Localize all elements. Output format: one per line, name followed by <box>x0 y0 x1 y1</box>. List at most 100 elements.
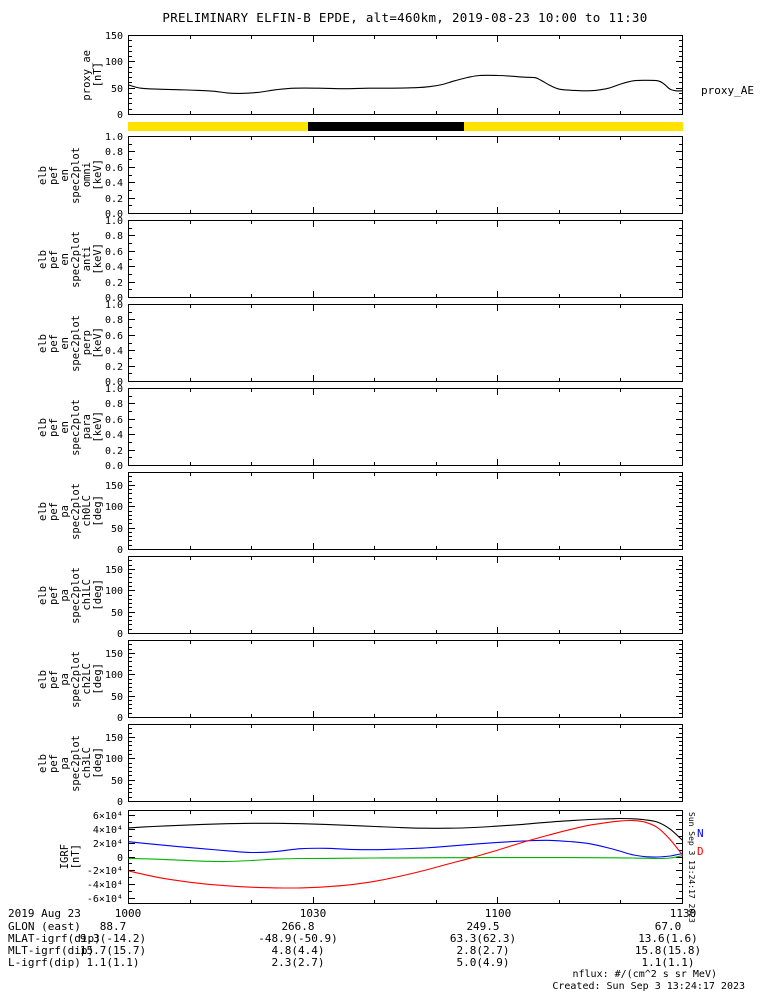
proxy-ae-right-label: proxy_AE <box>701 84 754 97</box>
mlat-label: MLAT-igrf(dip) <box>8 932 101 945</box>
axis-label-line: [keV] <box>92 159 104 191</box>
glon-value: 88.7 <box>99 920 127 933</box>
svg-text:0.4: 0.4 <box>105 262 123 273</box>
ylabel-igrf: IGRF [nT] <box>22 810 82 904</box>
panel-plot-igrf: -6×10⁴ -4×10⁴ -2×10⁴ 0 2×10⁴ 4×10⁴ 6×10⁴ <box>87 810 683 905</box>
svg-text:50: 50 <box>111 776 123 787</box>
svg-text:-4×10⁴: -4×10⁴ <box>87 880 123 891</box>
panel-plot-en-omni: 0.0 0.2 0.4 0.6 0.8 1.0 <box>105 132 683 220</box>
svg-text:50: 50 <box>111 692 123 703</box>
axis-label-line: [keV] <box>92 243 104 275</box>
axis-label-line: [deg] <box>92 747 104 779</box>
svg-text:0.4: 0.4 <box>105 178 123 189</box>
created-timestamp: Created: Sun Sep 3 13:24:17 2023 <box>552 981 745 992</box>
svg-text:-2×10⁴: -2×10⁴ <box>87 866 123 877</box>
ylabel-pa-ch2: elb pef pa spec2plot ch2LC [deg] <box>28 640 104 718</box>
mlat-value: 9.3(-14.2) <box>79 932 147 945</box>
lshell-value: 1.1(1.1) <box>641 956 695 969</box>
axis-label-line: [deg] <box>92 663 104 695</box>
svg-text:0.8: 0.8 <box>105 147 123 158</box>
axis-label-line: [deg] <box>92 579 104 611</box>
svg-text:0.8: 0.8 <box>105 231 123 242</box>
svg-text:6×10⁴: 6×10⁴ <box>93 811 123 822</box>
svg-text:0.4: 0.4 <box>105 430 123 441</box>
svg-text:0.0: 0.0 <box>105 209 123 220</box>
panel-en-perp: elb pef en spec2plot perp [keV] 0.0 0.2 0.4 0.6 0… <box>0 300 775 388</box>
svg-text:2×10⁴: 2×10⁴ <box>93 839 123 850</box>
mlt-row: MLT-igrf(dip) 15.7(15.7) 4.8(4.4) 2.8(2.… <box>0 944 775 957</box>
svg-text:1.0: 1.0 <box>105 384 123 395</box>
svg-text:0.6: 0.6 <box>105 247 123 258</box>
svg-text:0: 0 <box>117 713 123 724</box>
svg-text:100: 100 <box>105 586 123 597</box>
svg-text:150: 150 <box>105 565 123 576</box>
ylabel-en-omni: elb pef en spec2plot omni [keV] <box>28 136 104 214</box>
svg-text:150: 150 <box>105 733 123 744</box>
svg-text:0.6: 0.6 <box>105 415 123 426</box>
mlat-value: 13.6(1.6) <box>638 932 698 945</box>
svg-text:100: 100 <box>105 670 123 681</box>
date-label: 2019 Aug 23 <box>8 907 81 920</box>
xtick-label: 1100 <box>484 907 512 920</box>
mlat-value: 63.3(62.3) <box>449 932 517 945</box>
svg-text:50: 50 <box>111 524 123 535</box>
lshell-label: L-igrf(dip) <box>8 956 81 969</box>
panel-plot-en-perp: 0.0 0.2 0.4 0.6 0.8 1.0 <box>105 300 683 388</box>
panel-pa-ch3: elb pef pa spec2plot ch3LC [deg] 0 50 100 150 <box>0 724 775 808</box>
axis-label-line: [nT] <box>70 844 82 870</box>
svg-text:0.0: 0.0 <box>105 461 123 472</box>
svg-text:1.0: 1.0 <box>105 300 123 311</box>
svg-text:0: 0 <box>117 797 123 808</box>
igrf-legend-letter: D <box>697 845 704 858</box>
svg-text:100: 100 <box>105 754 123 765</box>
svg-text:100: 100 <box>105 57 123 68</box>
lshell-value: 5.0(4.9) <box>456 956 510 969</box>
glon-label: GLON (east) <box>8 920 81 933</box>
glon-row: GLON (east) 88.7 266.8 249.5 67.0 <box>0 920 775 933</box>
svg-text:0: 0 <box>117 853 123 864</box>
panel-pa-ch1: elb pef pa spec2plot ch1LC [deg] 0 50 100 150 <box>0 556 775 640</box>
panel-proxy: proxy_ae [nT] 0 50 100 150 <box>0 31 775 121</box>
svg-text:50: 50 <box>111 84 123 95</box>
svg-text:0: 0 <box>117 545 123 556</box>
xaxis-label-row: 2019 Aug 23 1000 1030 1100 1130 <box>0 907 775 920</box>
panel-plot-pa-ch2: 0 50 100 150 <box>105 640 683 724</box>
svg-text:0.2: 0.2 <box>105 278 123 289</box>
panel-en-anti: elb pef en spec2plot anti [keV] 0.0 0.2 0.4 0.6 0… <box>0 216 775 304</box>
svg-text:0.0: 0.0 <box>105 293 123 304</box>
ylabel-en-para: elb pef en spec2plot para [keV] <box>28 388 104 466</box>
svg-text:150: 150 <box>105 31 123 42</box>
ylabel-en-perp: elb pef en spec2plot perp [keV] <box>28 304 104 382</box>
svg-text:0.6: 0.6 <box>105 331 123 342</box>
ylabel-en-anti: elb pef en spec2plot anti [keV] <box>28 220 104 298</box>
panel-plot-pa-ch3: 0 50 100 150 <box>105 724 683 808</box>
svg-text:150: 150 <box>105 481 123 492</box>
glon-value: 266.8 <box>281 920 315 933</box>
axis-label-line: [deg] <box>92 495 104 527</box>
svg-text:1.0: 1.0 <box>105 216 123 227</box>
xtick-label: 1130 <box>669 907 697 920</box>
panel-en-omni: elb pef en spec2plot omni [keV] 0.0 0.2 0.4 0.6 0… <box>0 132 775 220</box>
svg-text:0.4: 0.4 <box>105 346 123 357</box>
panel-en-para: elb pef en spec2plot para [keV] 0.0 0.2 0.4 0.6 0… <box>0 384 775 472</box>
axis-label-line: [keV] <box>92 411 104 443</box>
panel-plot-proxy: 0 50 100 150 <box>105 31 683 121</box>
svg-text:0.0: 0.0 <box>105 377 123 388</box>
svg-text:0.8: 0.8 <box>105 399 123 410</box>
svg-text:0.2: 0.2 <box>105 194 123 205</box>
glon-value: 249.5 <box>466 920 500 933</box>
panel-igrf: IGRF [nT] -6×10⁴ -4×10⁴ -2×10⁴ 0 2×10⁴ 4×10⁴ 6×… <box>0 810 775 905</box>
svg-text:100: 100 <box>105 502 123 513</box>
svg-text:1.0: 1.0 <box>105 132 123 143</box>
svg-text:4×10⁴: 4×10⁴ <box>93 825 123 836</box>
status-bar-segment <box>307 122 465 131</box>
xtick-label: 1030 <box>299 907 327 920</box>
igrf-legend-letter: N <box>697 827 704 840</box>
panel-pa-ch2: elb pef pa spec2plot ch2LC [deg] 0 50 100 150 <box>0 640 775 724</box>
ylabel-proxy: proxy_ae [nT] <box>28 35 104 115</box>
svg-text:0.6: 0.6 <box>105 163 123 174</box>
plot-title: PRELIMINARY ELFIN-B EPDE, alt=460km, 201… <box>162 10 648 25</box>
lshell-row: L-igrf(dip) 1.1(1.1) 2.3(2.7) 5.0(4.9) 1… <box>0 956 775 969</box>
svg-text:0: 0 <box>117 110 123 121</box>
